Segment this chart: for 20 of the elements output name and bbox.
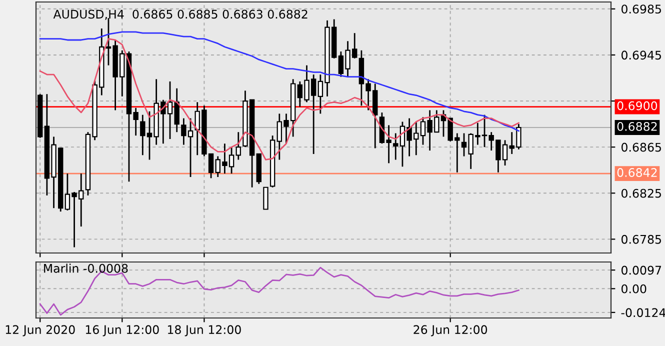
y-tick-label: 0.6825	[622, 188, 661, 198]
candlestick	[236, 131, 241, 160]
x-tick-label: 12 Jun 2020	[6, 325, 75, 336]
y-tick-label: 0.00	[622, 284, 646, 294]
y-tick-label: 0.6865	[622, 142, 661, 152]
x-tick-label: 16 Jun 12:00	[86, 325, 159, 336]
ref-line-label: 0.6900	[617, 101, 658, 110]
candlestick	[393, 132, 398, 160]
text: AUDUSD,H4 0.6865 0.6885 0.6863 0.6882	[53, 10, 308, 20]
ref-line-label: 0.6882	[617, 122, 657, 131]
candlestick	[263, 186, 268, 210]
x-tick-label: 18 Jun 12:00	[168, 325, 241, 336]
chart-title: Marlin -0.0008	[44, 264, 128, 273]
y-tick-label: 0.6985	[622, 4, 661, 14]
x-tick-label: 26 Jun 12:00	[414, 325, 488, 336]
y-tick-label: 0.6785	[622, 234, 661, 244]
line-series	[39, 38, 520, 160]
ref-line-label: 0.6842	[617, 168, 657, 177]
y-tick-label: 0.0097	[622, 266, 662, 275]
y-tick-label: 0.6945	[622, 50, 661, 60]
